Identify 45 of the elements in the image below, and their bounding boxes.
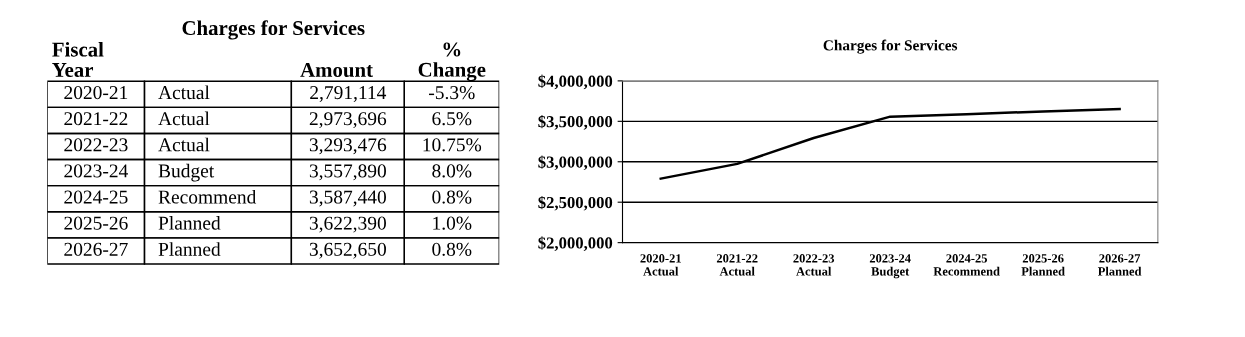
x-tick-label: 2024-25 Recommend	[933, 254, 1000, 276]
chart-title: Charges for Services	[823, 39, 958, 54]
text: Planned	[158, 242, 221, 256]
text: 6.5%	[432, 112, 472, 126]
text: Actual	[158, 85, 210, 100]
text: -5.3%	[429, 86, 475, 100]
text: 2022-23	[64, 138, 128, 152]
text: 8.0%	[432, 164, 472, 178]
y-tick-label: $2,500,000	[538, 195, 613, 211]
text: 2025-26	[64, 216, 128, 230]
text: 2,791,114	[310, 86, 387, 102]
text: 2024-25	[64, 190, 128, 204]
text: 2,973,696	[309, 112, 387, 129]
text: Charges for Services	[182, 20, 365, 40]
text: 10.75%	[423, 138, 482, 152]
text: 3,293,476	[309, 138, 387, 155]
text: Budget	[158, 163, 215, 182]
y-tick-label: $2,000,000	[538, 236, 613, 251]
text: 3,652,650	[309, 242, 386, 259]
text: 2021-22	[64, 112, 128, 126]
x-tick-label: 2025-26 Planned	[1021, 254, 1065, 276]
text: 3,557,890	[309, 164, 386, 181]
y-tick-label: $3,000,000	[538, 155, 613, 171]
text: Fiscal Year	[52, 41, 104, 77]
text: 2023-24	[64, 164, 128, 178]
x-tick-label: 2023-24 Budget	[869, 254, 911, 279]
x-tick-label: 2020-21 Actual	[640, 254, 681, 276]
x-tick-label: 2026-27 Planned	[1097, 254, 1142, 276]
text: 3,622,390	[309, 216, 386, 233]
text: 2020-21	[64, 86, 128, 100]
text: Planned	[158, 216, 221, 230]
text: 2026-27	[64, 242, 128, 256]
text: Recommend	[158, 189, 257, 204]
x-tick-label: 2021-22 Actual	[716, 254, 758, 276]
text: Amount	[300, 63, 373, 78]
text: 3,587,440	[309, 190, 386, 207]
text: Actual	[158, 111, 210, 126]
y-tick-label: $4,000,000	[538, 74, 613, 90]
y-tick-label: $3,500,000	[538, 115, 613, 130]
text: 0.8%	[432, 190, 472, 204]
text: % Change	[418, 42, 486, 82]
text: Actual	[158, 137, 210, 152]
text: 1.0%	[433, 216, 472, 230]
text: 0.8%	[432, 242, 472, 256]
x-tick-label: 2022-23 Actual	[793, 254, 835, 276]
